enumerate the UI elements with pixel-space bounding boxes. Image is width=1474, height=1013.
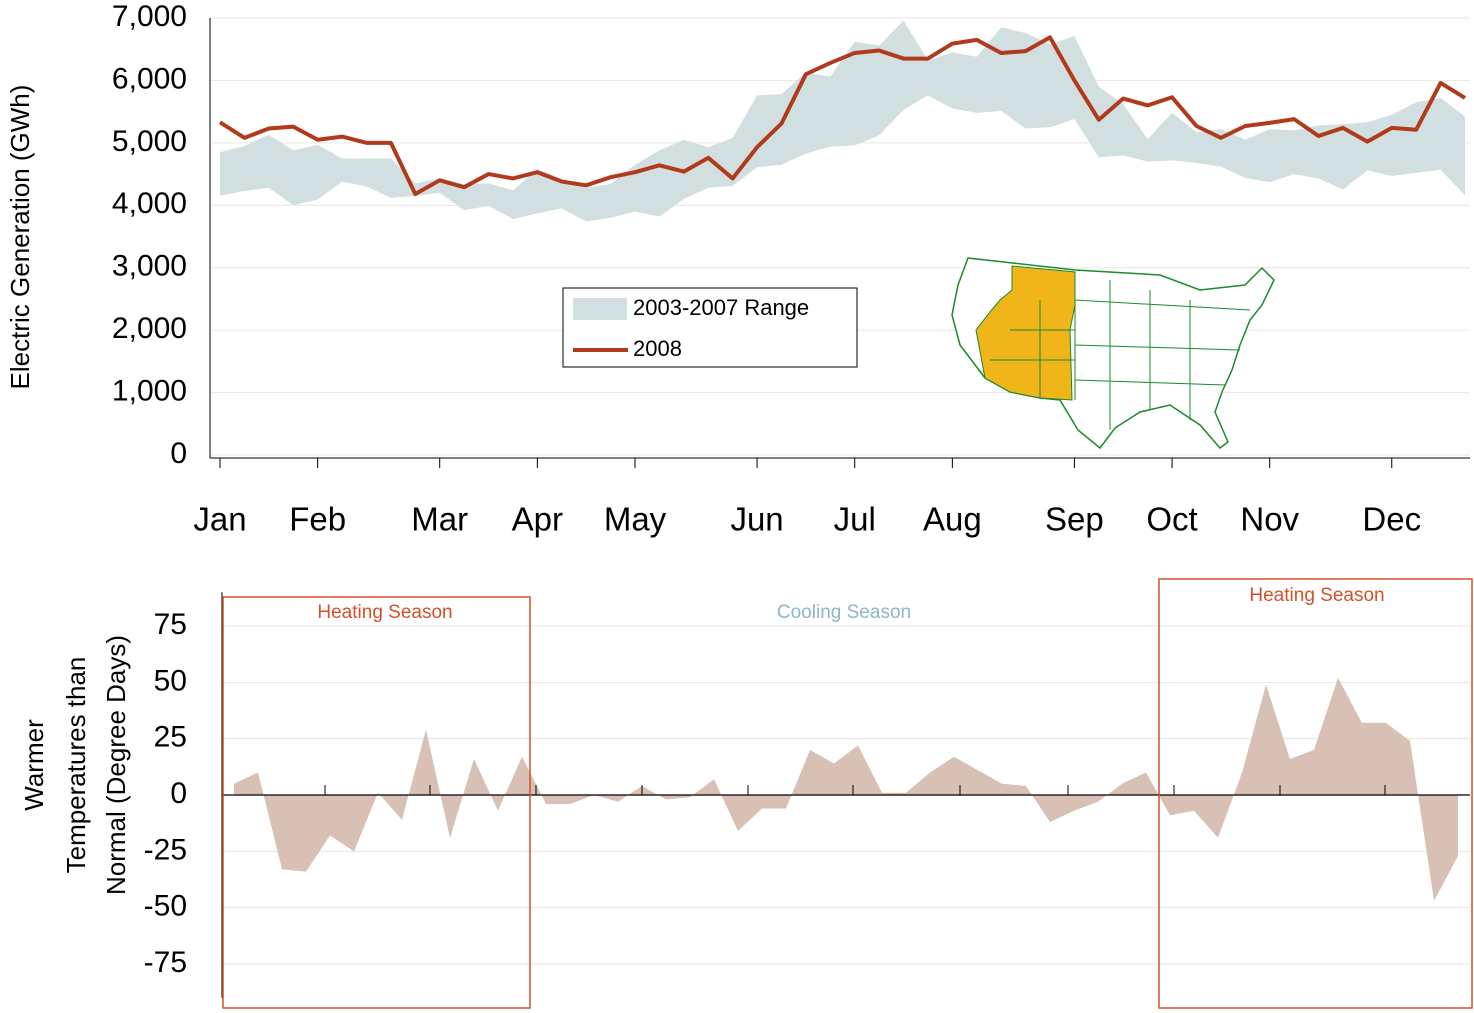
y-axis-label: Normal (Degree Days) [101,635,131,895]
y-tick-label: 50 [154,664,187,697]
y-tick-label: -75 [144,946,187,979]
y-tick-label: 7,000 [112,0,187,33]
y-tick-label: 5,000 [112,125,187,158]
y-axis-label: Electric Generation (GWh) [5,85,35,390]
y-tick-label: 0 [170,437,187,470]
y-tick-label: 75 [154,608,187,641]
x-tick-label: Dec [1362,501,1421,538]
annotation: Heating Season [317,602,452,623]
x-tick-label: Aug [923,501,982,538]
state-borders [990,272,1251,430]
x-tick-label: Mar [411,501,468,538]
y-axis-label: Temperatures than [61,657,91,874]
y-tick-label: 3,000 [112,250,187,283]
y-tick-label: 25 [154,721,187,754]
legend-label: 2008 [633,336,682,361]
x-tick-label: May [604,501,667,538]
map-inset [951,257,1275,450]
y-tick-label: 4,000 [112,187,187,220]
x-tick-label: Jan [193,501,246,538]
series-line [218,35,1467,197]
x-tick-label: Sep [1045,501,1104,538]
y-tick-label: -50 [144,890,187,923]
y-tick-label: -25 [144,833,187,866]
season-box [222,596,531,1009]
y-tick-label: 2,000 [112,312,187,345]
x-tick-label: Oct [1146,501,1197,538]
x-tick-label: Apr [512,501,563,538]
legend-label: 2003-2007 Range [633,295,809,320]
x-tick-label: Jun [730,501,783,538]
y-axis-label: Warmer [19,719,49,811]
annotation: Cooling Season [777,602,911,623]
x-tick-label: Feb [289,501,346,538]
y-tick-label: 6,000 [112,62,187,95]
season-box [1158,578,1473,1009]
annotation: Heating Season [1249,585,1384,606]
y-tick-label: 0 [170,777,187,810]
legend-swatch [573,298,627,320]
y-tick-label: 1,000 [112,374,187,407]
area [234,677,1458,901]
x-tick-label: Jul [834,501,876,538]
range-band [220,20,1465,222]
x-tick-label: Nov [1240,501,1299,538]
